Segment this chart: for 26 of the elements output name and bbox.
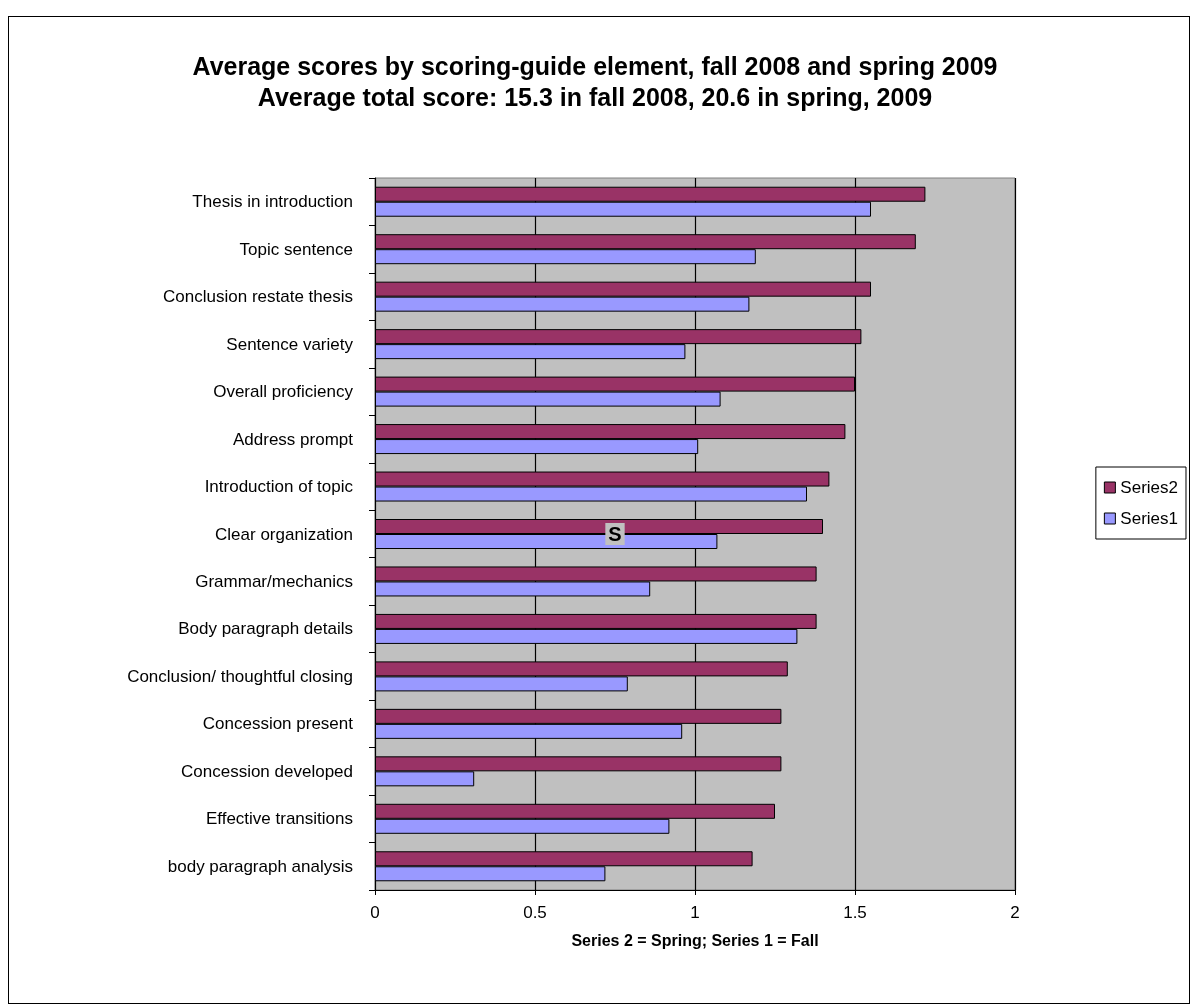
x-axis-title: Series 2 = Spring; Series 1 = Fall [571, 931, 819, 949]
y-tick-label: Introduction of topic [204, 477, 354, 497]
x-tick-label: 0.5 [523, 903, 547, 922]
legend-label: Series1 [1120, 509, 1178, 528]
y-tick-label: Grammar/mechanics [195, 571, 353, 591]
y-tick-label: Overall proficiency [213, 382, 354, 402]
y-tick-label: Concession developed [180, 761, 353, 781]
x-tick-label: 1.5 [843, 903, 867, 922]
x-tick-label: 1 [690, 903, 700, 922]
y-tick-label: Concession present [202, 714, 354, 734]
y-tick-label: Clear organization [215, 524, 353, 544]
chart-title: Average scores by scoring-guide element, fall 2008 and spring 2009 [192, 51, 998, 80]
y-tick-label: Address prompt [233, 429, 354, 449]
chart-subtitle: Average total score: 15.3 in fall 2008, 20.6 in spring, 2009 [257, 82, 933, 111]
y-tick-label: Sentence variety [226, 334, 354, 354]
y-tick-label: Conclusion/ thoughtful closing [127, 666, 353, 686]
y-tick-label: Topic sentence [239, 239, 353, 259]
y-tick-label: Thesis in introduction [192, 192, 353, 212]
annotation: S [608, 523, 622, 545]
y-tick-label: Effective transitions [205, 809, 353, 829]
legend-label: Series2 [1120, 478, 1178, 497]
x-tick-label: 0 [370, 903, 380, 922]
y-tick-label: Body paragraph details [178, 619, 353, 639]
y-tick-label: body paragraph analysis [167, 856, 353, 876]
x-tick-label: 2 [1010, 903, 1020, 922]
y-tick-label: Conclusion restate thesis [163, 287, 353, 307]
